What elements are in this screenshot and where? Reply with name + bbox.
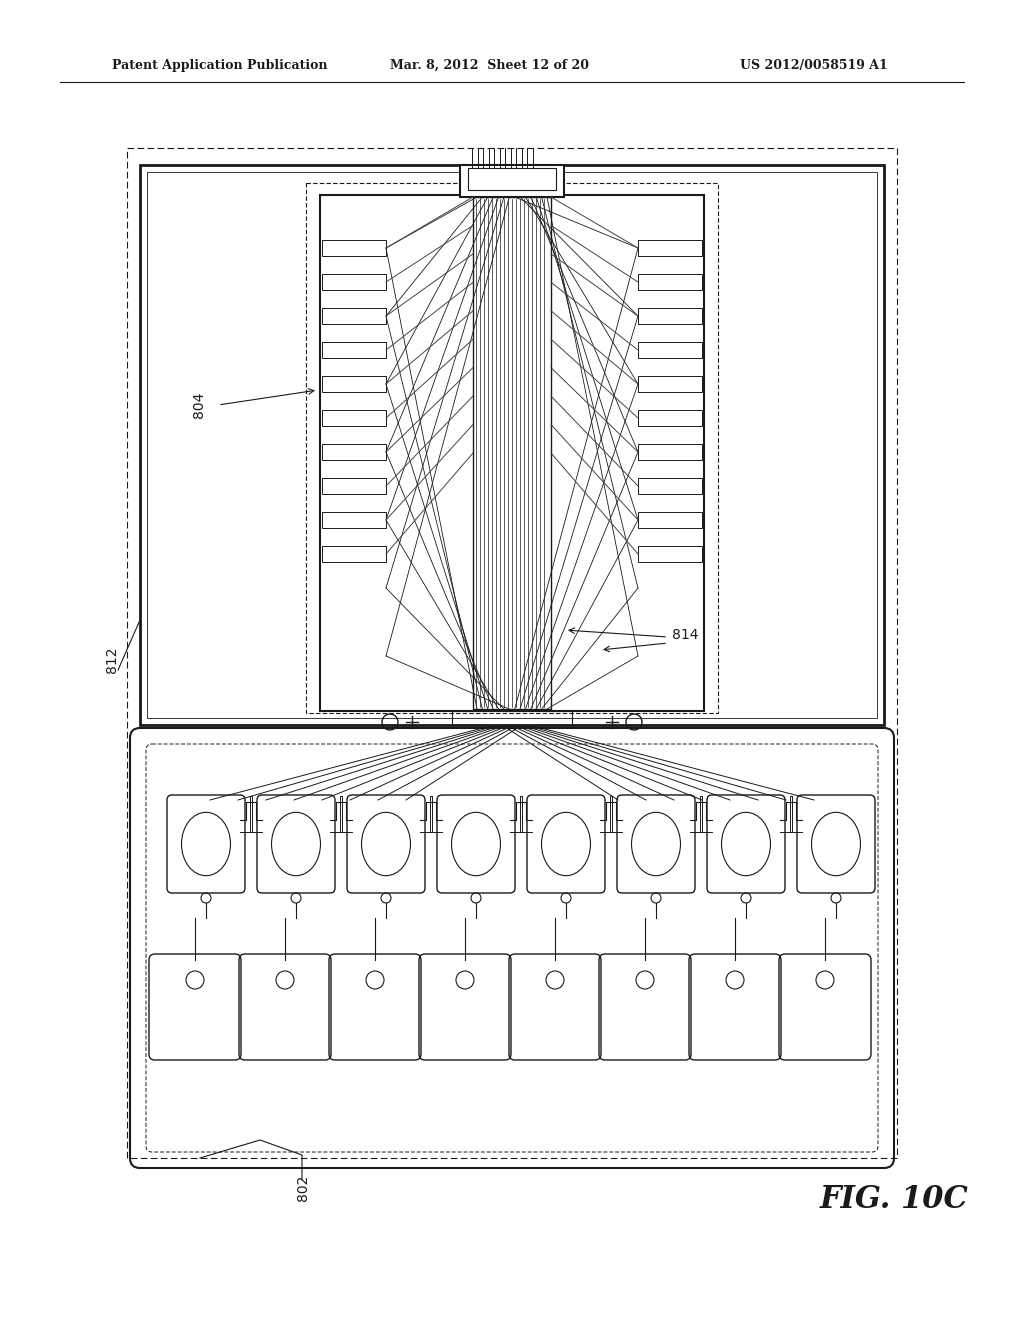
Bar [638,308,702,323]
Bar [306,183,718,713]
Bar [147,172,877,718]
Bar [127,148,897,1158]
Bar [468,168,556,190]
Text: Mar. 8, 2012  Sheet 12 of 20: Mar. 8, 2012 Sheet 12 of 20 [390,58,589,71]
Bar [322,240,386,256]
Bar [473,197,551,709]
Bar [322,376,386,392]
Text: Patent Application Publication: Patent Application Publication [112,58,328,71]
Bar [638,411,702,426]
Bar [140,165,884,725]
Bar [322,411,386,426]
Bar [322,275,386,290]
Bar [322,444,386,459]
Bar [322,342,386,358]
Bar [638,478,702,494]
Bar [638,546,702,562]
Bar [638,342,702,358]
Bar [638,275,702,290]
Bar [319,195,705,711]
Bar [638,240,702,256]
Bar [638,376,702,392]
Text: 812: 812 [105,647,119,673]
Bar [460,165,564,197]
Text: FIG. 10C: FIG. 10C [820,1184,969,1216]
Text: 802: 802 [296,1175,310,1201]
Text: 804: 804 [193,392,206,418]
Text: US 2012/0058519 A1: US 2012/0058519 A1 [740,58,888,71]
Bar [322,478,386,494]
Bar [638,512,702,528]
Bar [322,546,386,562]
Bar [452,711,572,725]
Bar [322,512,386,528]
Bar [322,308,386,323]
Bar [638,444,702,459]
Text: 814: 814 [672,628,698,642]
